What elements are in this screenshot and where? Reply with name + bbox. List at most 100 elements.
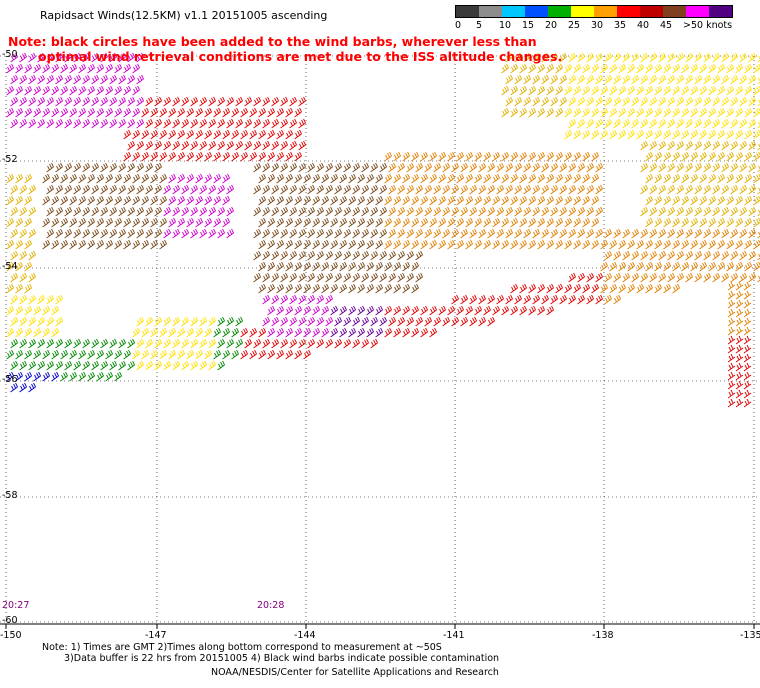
wind-barb (385, 86, 392, 95)
wind-barb (105, 85, 113, 96)
wind-barb (397, 184, 405, 195)
wind-barb (271, 272, 279, 283)
wind-barb (181, 140, 189, 151)
wind-barb (488, 273, 495, 282)
wind-barb (51, 217, 59, 228)
wind-barb (672, 283, 680, 294)
wind-barb (258, 217, 266, 228)
wind-barb (28, 96, 36, 107)
wind-barb (367, 108, 374, 117)
wind-barb (708, 173, 716, 184)
wind-barb (483, 217, 491, 228)
wind-barb (402, 305, 410, 316)
wind-barb (123, 63, 131, 74)
wind-barb (205, 64, 212, 73)
wind-barb (694, 206, 702, 217)
wind-barb (155, 251, 162, 260)
wind-barb (348, 283, 356, 294)
wind-barb (461, 97, 468, 106)
wind-barb (10, 272, 18, 283)
wind-barb (28, 382, 36, 393)
wind-barb (649, 272, 657, 283)
wind-barb (451, 206, 459, 217)
wind-barb (667, 250, 675, 261)
wind-barb (667, 74, 675, 85)
wind-barb (217, 360, 225, 371)
wind-barb (91, 162, 99, 173)
wind-barb (388, 250, 396, 261)
wind-barb (204, 349, 212, 360)
wind-barb (744, 63, 752, 74)
wind-barb (258, 261, 266, 272)
wind-barb (316, 294, 324, 305)
wind-barb (487, 162, 495, 173)
wind-barb (142, 64, 149, 73)
wind-barb (19, 338, 27, 349)
wind-barb (726, 85, 734, 96)
wind-barb (393, 151, 401, 162)
wind-barb (573, 173, 581, 184)
wind-barb (510, 217, 518, 228)
wind-barb (739, 228, 747, 239)
wind-barb (96, 349, 104, 360)
wind-barb (226, 184, 234, 195)
wind-barb (352, 338, 360, 349)
wind-barb (97, 306, 104, 315)
wind-barb (321, 305, 329, 316)
wind-barb (150, 173, 158, 184)
wind-barb (177, 195, 185, 206)
wind-barb (573, 63, 581, 74)
wind-barb (415, 250, 423, 261)
wind-barb (132, 195, 140, 206)
wind-barb (186, 217, 194, 228)
wind-barb (101, 251, 108, 260)
wind-barb (496, 294, 504, 305)
wind-barb (316, 206, 324, 217)
wind-barb (493, 262, 500, 271)
wind-barb (672, 261, 680, 272)
wind-barb (339, 283, 347, 294)
wind-barb (743, 398, 752, 408)
wind-barb (667, 52, 675, 63)
wind-barb (151, 64, 158, 73)
wind-barb (267, 239, 275, 250)
wind-barb (424, 206, 432, 217)
wind-barb (587, 251, 594, 260)
wind-barb (412, 86, 419, 95)
wind-barb (654, 107, 662, 118)
wind-barb (34, 196, 41, 205)
wind-barb (271, 184, 279, 195)
wind-barb (727, 344, 736, 354)
wind-barb (663, 85, 671, 96)
wind-barb (379, 272, 387, 283)
wind-barb (6, 217, 14, 228)
wind-barb (42, 85, 50, 96)
wind-barb (245, 251, 252, 260)
wind-barb (406, 206, 414, 217)
wind-barb (190, 338, 198, 349)
wind-barb (465, 305, 473, 316)
wind-barb (542, 251, 549, 260)
wind-barb (42, 327, 50, 338)
wind-barb (182, 163, 189, 172)
wind-barb (20, 163, 27, 172)
wind-barb (366, 239, 374, 250)
wind-barb (708, 85, 716, 96)
wind-barb (294, 217, 302, 228)
wind-barb (636, 261, 644, 272)
wind-barb (492, 195, 500, 206)
legend-label: 10 (499, 20, 512, 31)
wind-barb (132, 85, 140, 96)
wind-barb (496, 184, 504, 195)
wind-barb (533, 119, 540, 128)
wind-barb (601, 174, 608, 183)
wind-barb (676, 118, 684, 129)
wind-barb (231, 129, 239, 140)
wind-barb (91, 184, 99, 195)
wind-barb (38, 163, 45, 172)
wind-barb (276, 305, 284, 316)
wind-barb (739, 140, 747, 151)
wind-barb (141, 151, 149, 162)
wind-barb (339, 195, 347, 206)
wind-barb (398, 295, 405, 304)
